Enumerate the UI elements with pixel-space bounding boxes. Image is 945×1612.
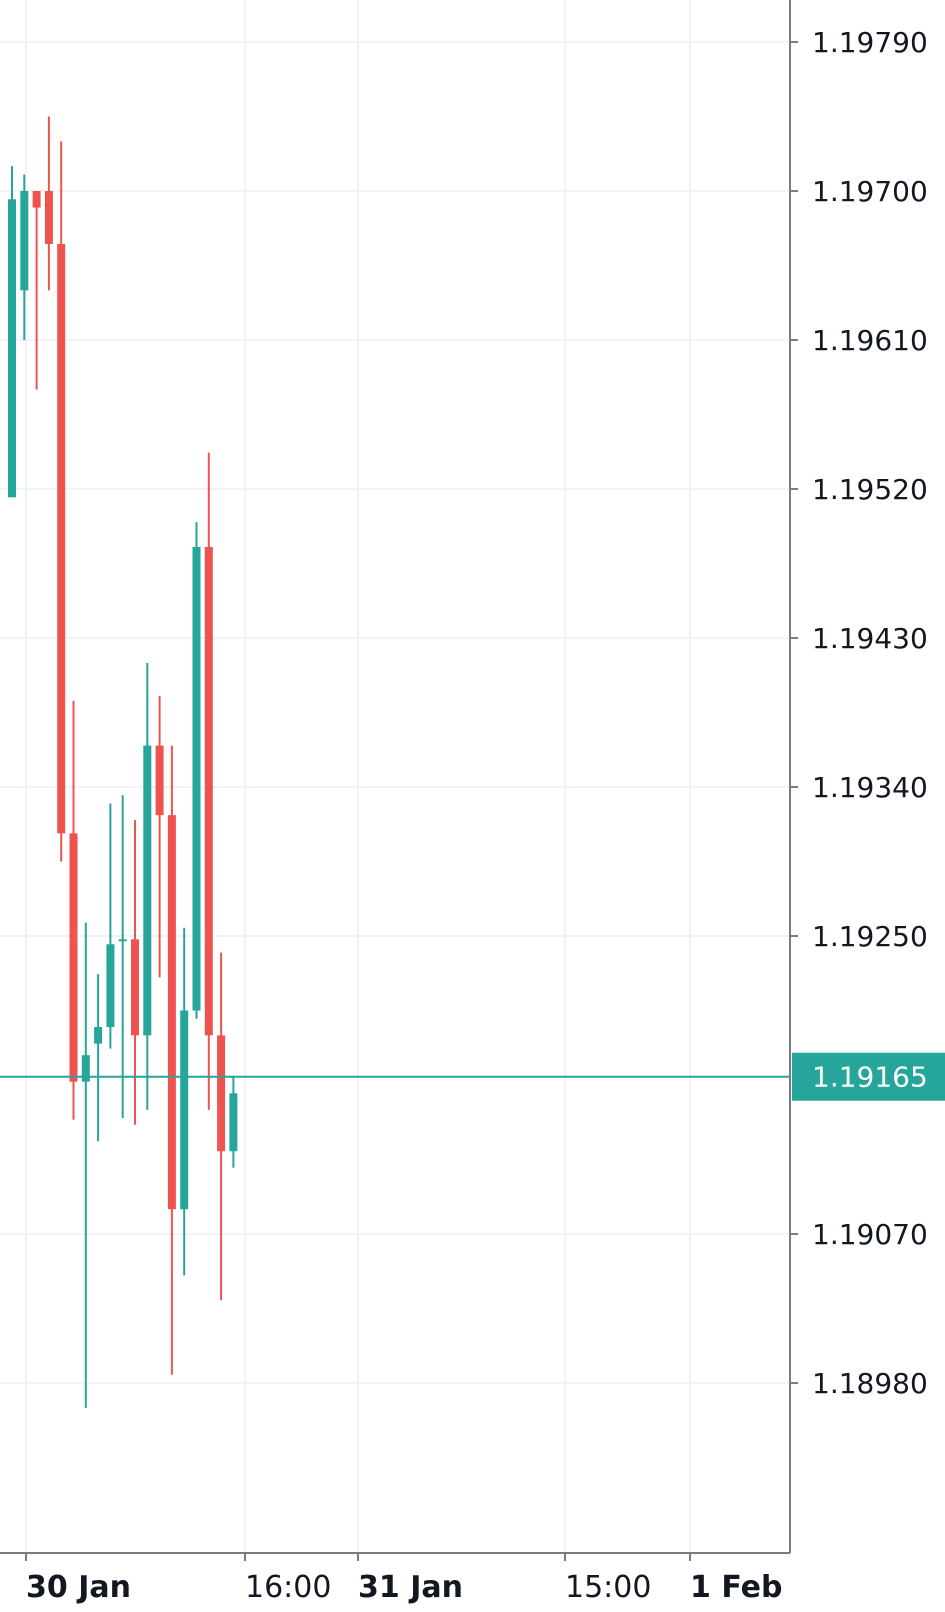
candle-body	[204, 546, 213, 1036]
candle	[167, 745, 176, 1375]
candle-body	[229, 1093, 238, 1152]
candle-body	[81, 1055, 90, 1082]
current-price-tag-bg	[792, 1052, 945, 1101]
candle	[180, 927, 189, 1276]
time-tick-label: 31 Jan	[358, 1570, 463, 1605]
price-tick-label: 1.19700	[812, 175, 928, 208]
candle-body	[57, 243, 66, 834]
price-tick-label: 1.19070	[812, 1218, 928, 1251]
candle	[8, 166, 16, 498]
price-tick-label: 1.19790	[812, 26, 928, 59]
candle	[217, 952, 226, 1301]
price-tick-label: 1.19610	[812, 324, 928, 357]
candle	[69, 700, 78, 1120]
candle-body	[180, 1010, 189, 1210]
price-tick-label: 1.19520	[812, 473, 928, 506]
candle-body	[118, 939, 127, 942]
candle	[32, 191, 41, 390]
time-tick-label: 16:00	[245, 1570, 331, 1605]
price-tick-label: 1.19340	[812, 771, 928, 804]
candle	[44, 116, 53, 291]
candle	[106, 803, 115, 1049]
price-tick-label: 1.19430	[812, 622, 928, 655]
candle-body	[44, 191, 53, 244]
candle-body	[143, 745, 152, 1036]
candle	[118, 795, 127, 1119]
candle	[94, 974, 103, 1142]
grid	[0, 0, 790, 1553]
candle-body	[20, 191, 29, 291]
candle-body	[155, 745, 164, 816]
candle-body	[69, 833, 78, 1082]
time-tick-label: 1 Feb	[690, 1570, 782, 1605]
candle	[57, 141, 66, 862]
candle	[20, 174, 29, 340]
candle-body	[8, 199, 16, 498]
time-axis[interactable]: 30 Jan 16:00 31 Jan 15:00 1 Feb	[25, 1553, 782, 1605]
candle	[229, 1076, 238, 1168]
candle-body	[131, 939, 139, 1036]
price-axis[interactable]: 1.19790 1.19700 1.19610 1.19520 1.19430 1.193…	[790, 26, 928, 1400]
candle-body	[217, 1035, 226, 1152]
candles	[8, 116, 238, 1408]
candle-body	[192, 546, 201, 1011]
candle	[155, 695, 164, 978]
candle	[131, 820, 139, 1125]
candle	[204, 452, 213, 1110]
candle	[81, 922, 90, 1408]
price-tick-label: 1.19250	[812, 920, 928, 953]
candle	[143, 662, 152, 1110]
time-tick-label: 30 Jan	[26, 1570, 131, 1605]
candle-body	[167, 815, 176, 1210]
time-tick-label: 15:00	[565, 1570, 651, 1605]
current-price-label: 1.19165	[812, 1061, 928, 1094]
candle-body	[106, 944, 115, 1028]
candle-body	[94, 1027, 103, 1044]
candle	[192, 522, 201, 1019]
candle-body	[32, 191, 41, 208]
price-tick-label: 1.18980	[812, 1367, 928, 1400]
current-price-tag: 1.19165	[792, 1052, 945, 1101]
